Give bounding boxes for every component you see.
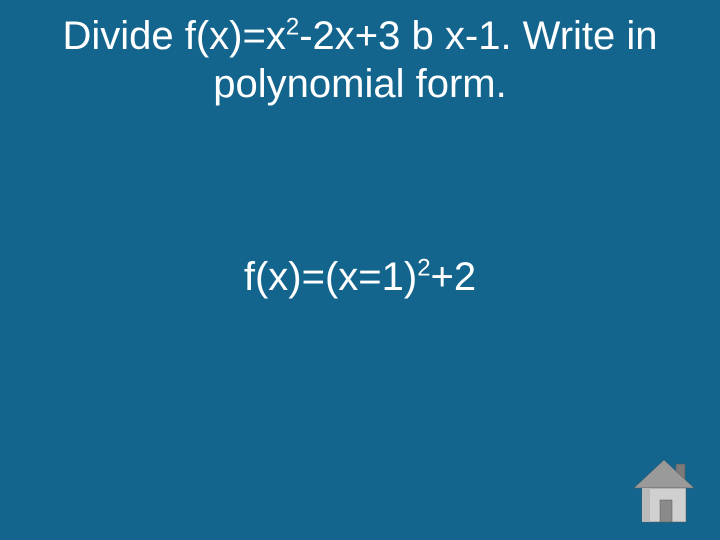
answer-prefix: f(x)=(x=1) — [244, 255, 417, 299]
question-text: Divide f(x)=x2-2x+3 b x-1. Write in poly… — [0, 12, 720, 108]
answer-sup: 2 — [417, 255, 430, 282]
answer-suffix: +2 — [431, 255, 477, 299]
answer-text: f(x)=(x=1)2+2 — [0, 255, 720, 300]
home-icon[interactable] — [628, 458, 700, 526]
question-prefix: Divide f(x)=x — [62, 14, 285, 58]
question-sup1: 2 — [286, 14, 299, 41]
